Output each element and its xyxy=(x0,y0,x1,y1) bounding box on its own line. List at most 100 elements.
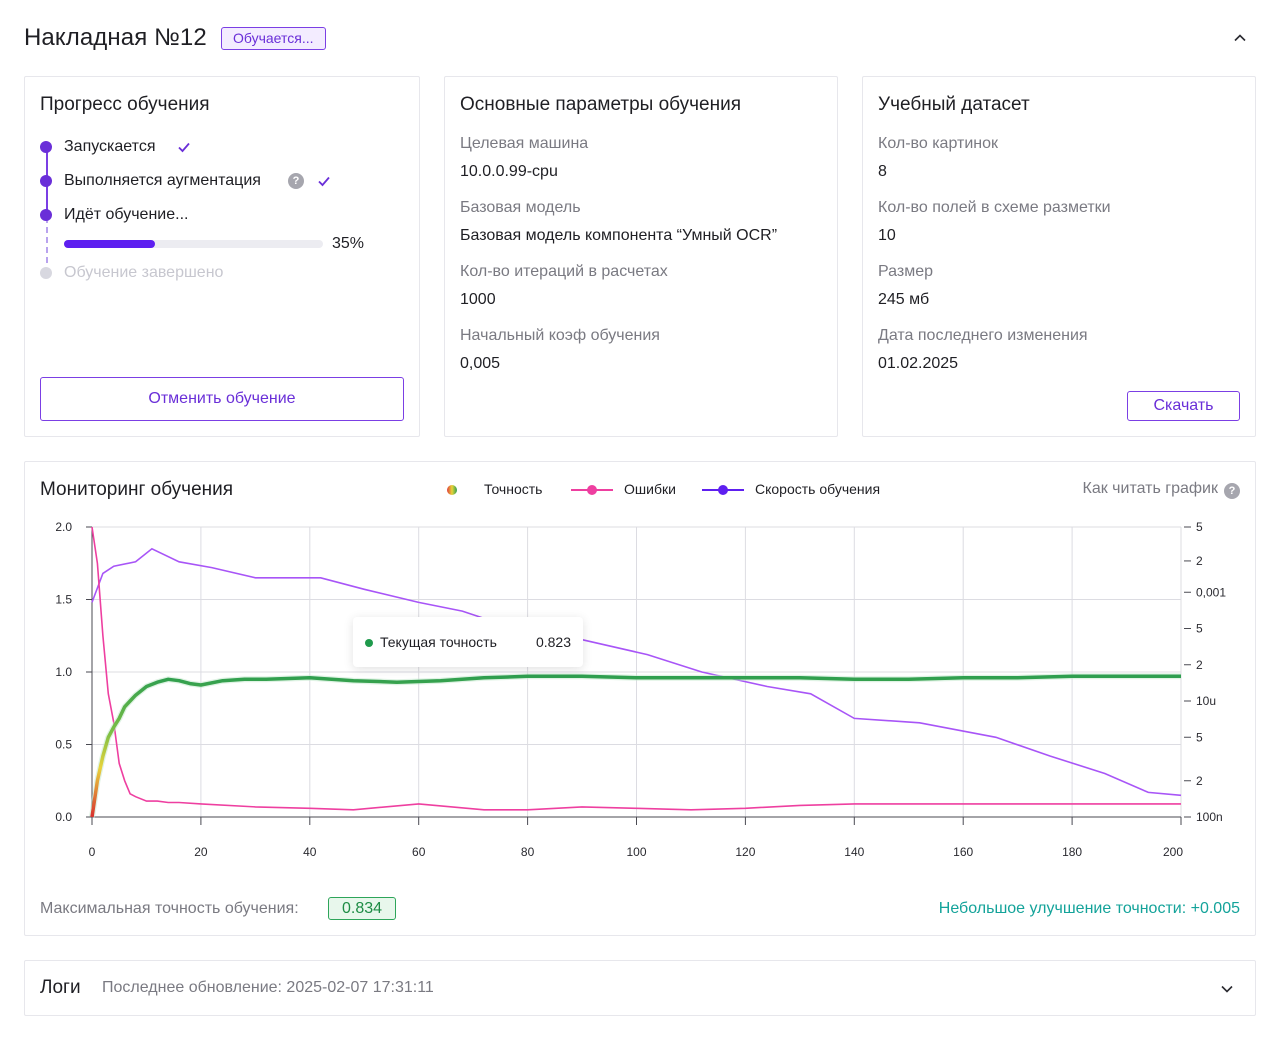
max-accuracy-badge: 0.834 xyxy=(328,897,396,920)
y-right-tick-label: 2 xyxy=(1196,774,1203,788)
dataset-card: Учебный датасет Кол-во картинок 8 Кол-во… xyxy=(862,76,1256,437)
param-label: Начальный коэф обучения xyxy=(460,327,660,344)
training-chart: 0 20 40 60 80 100 120 140 160 180 200 2.0 1.5 1.0 0.5… xyxy=(55,520,1226,859)
y-tick-label: 0.5 xyxy=(55,738,72,752)
how-to-read-label: Как читать график xyxy=(1082,480,1218,497)
y-tick-label: 1.5 xyxy=(55,593,72,607)
y-tick-label: 1.0 xyxy=(55,665,72,679)
max-accuracy-label: Максимальная точность обучения: xyxy=(40,900,299,917)
param-value: Базовая модель компонента “Умный OCR” xyxy=(460,227,778,244)
step-label: Идёт обучение... xyxy=(64,206,189,223)
y-right-tick-label: 0,001 xyxy=(1196,585,1226,599)
progress-card: Прогресс обучения Запускается Выполняетс… xyxy=(24,76,420,437)
x-tick-label: 180 xyxy=(1062,845,1082,859)
chart-tooltip: Текущая точность 0.823 xyxy=(353,617,583,667)
y-right-tick-label: 5 xyxy=(1196,520,1203,534)
step-label: Обучение завершено xyxy=(64,264,224,281)
param-label: Кол-во итераций в расчетах xyxy=(460,263,668,280)
page-title: Накладная №12 xyxy=(24,24,207,51)
accuracy-line xyxy=(90,674,1181,818)
progress-bar-fill xyxy=(64,240,155,248)
y-right-tick-label: 5 xyxy=(1196,622,1203,636)
step-label: Выполняется аугментация xyxy=(64,172,261,189)
collapse-button[interactable] xyxy=(1228,26,1252,50)
dataset-card-title: Учебный датасет xyxy=(878,94,1030,115)
dataset-value: 10 xyxy=(878,227,896,244)
dataset-value: 8 xyxy=(878,163,887,180)
legend-label: Ошибки xyxy=(624,481,676,497)
accuracy-improvement: Небольшое улучшение точности: +0.005 xyxy=(938,900,1240,917)
question-icon[interactable]: ? xyxy=(1224,483,1240,499)
cancel-training-button[interactable]: Отменить обучение xyxy=(40,377,404,421)
param-value: 1000 xyxy=(460,291,496,308)
logs-panel[interactable]: Логи Последнее обновление: 2025-02-07 17… xyxy=(24,960,1256,1016)
x-tick-label: 80 xyxy=(521,845,535,859)
param-value: 10.0.0.99-cpu xyxy=(460,163,558,180)
logs-title: Логи xyxy=(40,977,81,998)
x-tick-label: 40 xyxy=(303,845,317,859)
y-tick-label: 0.0 xyxy=(55,810,72,824)
step-dot xyxy=(40,209,52,221)
progress-card-title: Прогресс обучения xyxy=(40,94,210,115)
accuracy-legend-icon xyxy=(431,485,473,495)
status-badge: Обучается... xyxy=(221,27,326,50)
param-label: Целевая машина xyxy=(460,135,589,152)
tooltip-dot xyxy=(365,639,373,647)
params-card-title: Основные параметры обучения xyxy=(460,94,742,115)
x-tick-label: 20 xyxy=(194,845,208,859)
monitoring-card: Мониторинг обучения Точность Ошибки xyxy=(24,461,1256,936)
progress-percent: 35% xyxy=(332,235,365,252)
page-header: Накладная №12 Обучается... xyxy=(24,22,1256,54)
step-dot xyxy=(40,267,52,279)
how-to-read-link[interactable]: Как читать график? xyxy=(1082,480,1240,499)
y-axis-right: 5 2 0,001 5 2 10u 5 2 100n xyxy=(1184,520,1226,824)
question-icon[interactable]: ? xyxy=(288,173,304,189)
x-tick-label: 200 xyxy=(1163,845,1183,859)
step-dot xyxy=(40,141,52,153)
params-card: Основные параметры обучения Целевая маши… xyxy=(444,76,838,437)
chevron-up-icon xyxy=(1234,34,1246,42)
chevron-down-icon xyxy=(1221,985,1233,993)
errors-legend-icon xyxy=(571,485,613,495)
dataset-value: 01.02.2025 xyxy=(878,355,959,372)
errors-line xyxy=(91,526,1181,811)
chart-grid xyxy=(91,526,1182,818)
y-tick-label: 2.0 xyxy=(55,520,72,534)
y-right-tick-label: 10u xyxy=(1196,694,1216,708)
y-right-tick-label: 2 xyxy=(1196,554,1203,568)
step-starting: Запускается xyxy=(40,137,340,157)
tooltip-label: Текущая точность xyxy=(380,634,497,650)
x-axis: 0 20 40 60 80 100 120 140 160 180 200 xyxy=(89,817,1183,859)
y-right-tick-label: 2 xyxy=(1196,658,1203,672)
expand-button[interactable] xyxy=(1215,977,1239,1001)
x-tick-label: 120 xyxy=(735,845,755,859)
dataset-label: Размер xyxy=(878,263,933,280)
chart-legend: Точность Ошибки Скорость обучения xyxy=(430,480,910,500)
x-tick-label: 140 xyxy=(844,845,864,859)
step-label: Запускается xyxy=(64,138,156,155)
step-dot xyxy=(40,175,52,187)
x-tick-label: 100 xyxy=(626,845,646,859)
step-finished: Обучение завершено xyxy=(40,263,340,283)
timeline-dash xyxy=(46,217,48,263)
learning-rate-legend-icon xyxy=(702,485,744,495)
tooltip-value: 0.823 xyxy=(535,634,571,650)
y-axis-left: 2.0 1.5 1.0 0.5 0.0 xyxy=(55,520,92,824)
dataset-value: 245 мб xyxy=(878,291,930,308)
step-augmentation: Выполняется аугментация ? xyxy=(40,171,380,191)
param-label: Базовая модель xyxy=(460,199,581,216)
check-icon xyxy=(318,176,330,187)
x-tick-label: 160 xyxy=(953,845,973,859)
legend-label: Скорость обучения xyxy=(755,481,881,497)
y-right-tick-label: 5 xyxy=(1196,730,1203,744)
progress-bar xyxy=(64,240,323,248)
step-training: Идёт обучение... xyxy=(40,205,340,225)
dataset-label: Дата последнего изменения xyxy=(878,327,1088,344)
download-button[interactable]: Скачать xyxy=(1127,391,1240,421)
param-value: 0,005 xyxy=(460,355,501,372)
logs-last-update: Последнее обновление: 2025-02-07 17:31:1… xyxy=(102,979,434,996)
x-tick-label: 60 xyxy=(412,845,426,859)
x-tick-label: 0 xyxy=(89,845,96,859)
check-icon xyxy=(178,142,190,153)
monitoring-title: Мониторинг обучения xyxy=(40,479,234,500)
